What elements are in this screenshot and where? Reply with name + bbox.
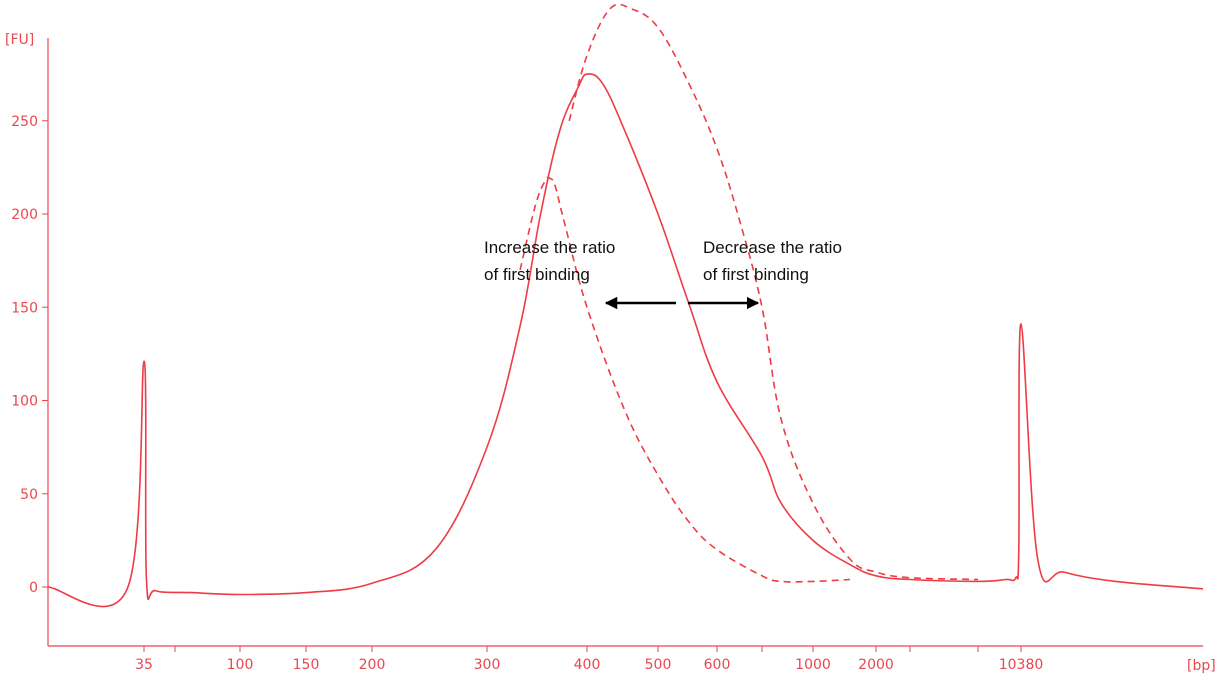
x-tick-label: 300: [474, 657, 501, 673]
x-tick-label: 100: [227, 657, 254, 673]
x-tick-label: 10380: [999, 657, 1044, 673]
x-axis-ticks: 35 100 150 200 300 400 500 600 1000 2000 10380: [135, 646, 1043, 673]
x-tick-label: 400: [574, 657, 601, 673]
x-tick-label: 500: [645, 657, 672, 673]
dashed-trace-line: [568, 3, 979, 581]
annotation-decrease-line1: Decrease the ratio: [703, 238, 842, 257]
x-tick-label: 150: [293, 657, 320, 673]
annotation-increase-line1: Increase the ratio: [484, 238, 615, 257]
x-tick-label: 600: [704, 657, 731, 673]
y-tick-label: 0: [29, 580, 38, 596]
trace-lines: [47, 3, 1204, 608]
annotation-decrease-line2: of first binding: [703, 265, 809, 284]
y-axis-unit-label: [FU]: [5, 32, 34, 48]
x-tick-label: 1000: [795, 657, 831, 673]
x-tick-label: 200: [359, 657, 386, 673]
y-axis-ticks: 0 50 100 150 200 250: [11, 114, 48, 596]
dashed-trace-line: [519, 176, 850, 583]
x-tick-label: 2000: [858, 657, 894, 673]
x-tick-label: 35: [135, 657, 153, 673]
y-tick-label: 200: [11, 207, 38, 223]
y-tick-label: 150: [11, 300, 38, 316]
annotation-increase-line2: of first binding: [484, 265, 590, 284]
y-tick-label: 250: [11, 114, 38, 130]
y-tick-label: 50: [20, 487, 38, 503]
solid-trace-line: [47, 73, 1204, 608]
x-axis-unit-label: [bp]: [1187, 658, 1216, 674]
y-tick-label: 100: [11, 394, 38, 410]
